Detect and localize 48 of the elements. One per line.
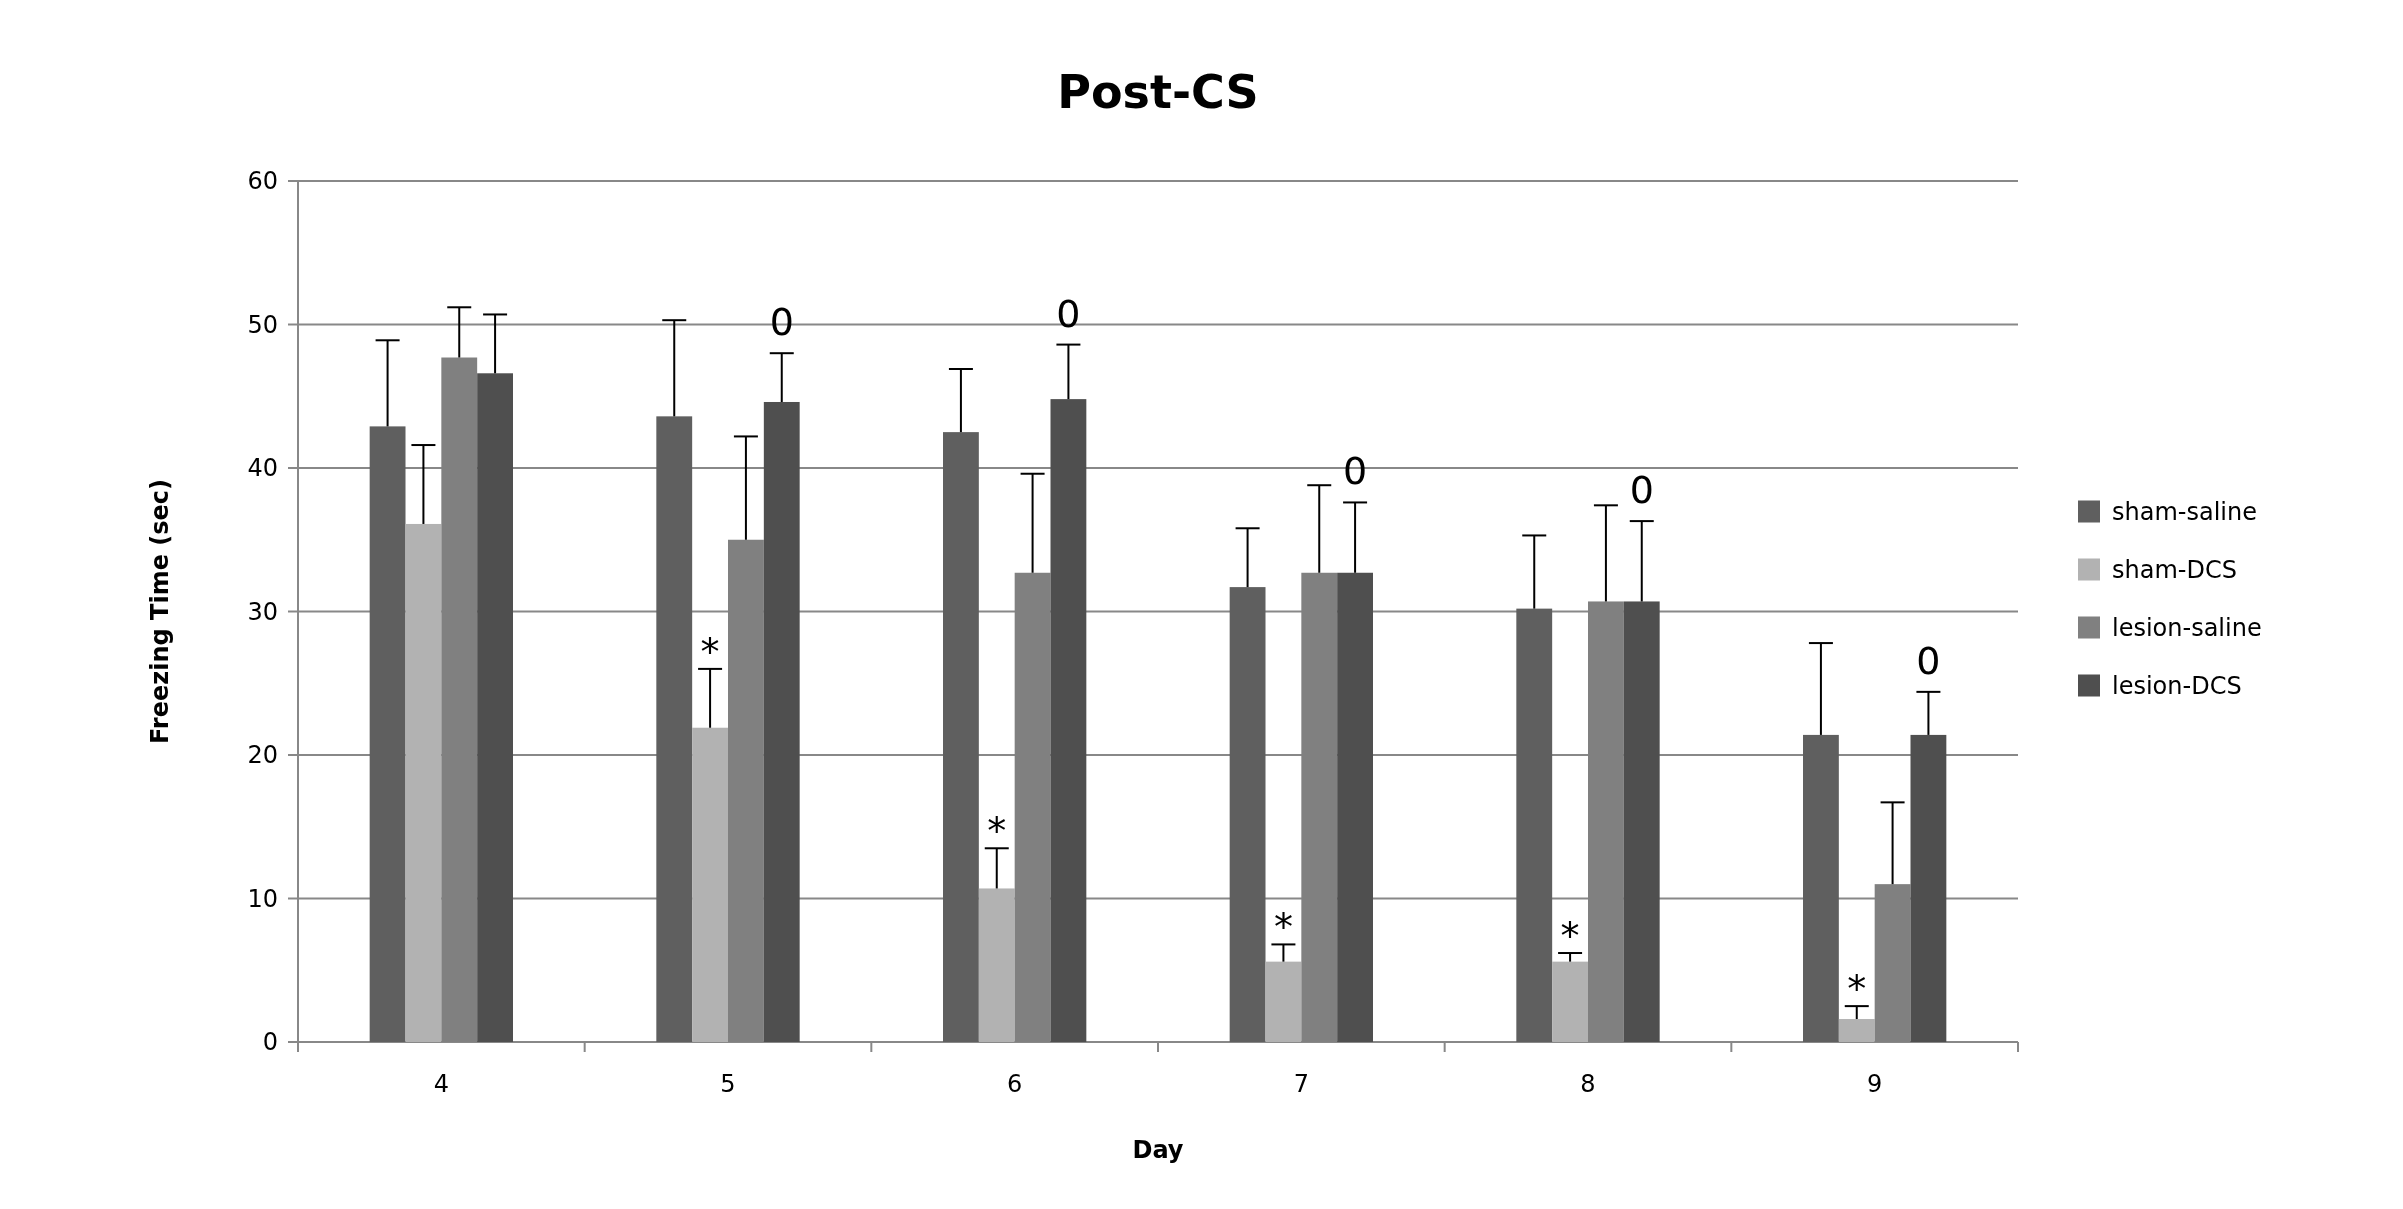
annotation: * xyxy=(1847,967,1867,1012)
legend-label: lesion-saline xyxy=(2112,613,2262,642)
y-tick-label: 0 xyxy=(262,1028,278,1057)
x-axis-title: Day xyxy=(1132,1136,1184,1164)
annotation: 0 xyxy=(1342,449,1368,494)
y-tick-label: 30 xyxy=(247,597,278,626)
x-tick-label: 7 xyxy=(1293,1070,1309,1098)
bar xyxy=(978,888,1015,1042)
bar xyxy=(405,523,442,1042)
x-tick-label: 4 xyxy=(433,1070,449,1098)
annotation: * xyxy=(700,629,720,674)
bar xyxy=(1050,399,1087,1042)
y-tick-label: 60 xyxy=(247,167,278,196)
x-tick-label: 5 xyxy=(720,1070,736,1098)
bar xyxy=(763,401,800,1042)
bar xyxy=(1265,961,1302,1042)
bar xyxy=(1623,601,1660,1042)
x-tick-label: 9 xyxy=(1867,1070,1883,1098)
y-tick-label: 50 xyxy=(247,310,278,339)
y-tick-label: 20 xyxy=(247,741,278,770)
bar xyxy=(1229,587,1266,1042)
bar xyxy=(943,432,979,1042)
bar xyxy=(656,416,693,1042)
bar xyxy=(692,727,728,1042)
annotation: * xyxy=(1560,914,1580,959)
x-tick-label: 6 xyxy=(1007,1070,1023,1098)
x-tick-label: 8 xyxy=(1580,1070,1596,1098)
annotation: * xyxy=(987,809,1007,854)
annotation: 0 xyxy=(769,300,794,345)
y-tick-label: 40 xyxy=(247,454,278,483)
bar xyxy=(477,373,513,1042)
y-axis-title: Freezing Time (sec) xyxy=(146,478,174,745)
annotation: * xyxy=(1273,905,1293,950)
bar xyxy=(1552,961,1588,1042)
bar xyxy=(1910,734,1947,1042)
annotation: 0 xyxy=(1056,291,1081,336)
bar xyxy=(1337,572,1373,1042)
bar xyxy=(1516,608,1553,1042)
y-tick-label: 10 xyxy=(247,884,278,913)
legend-label: lesion-DCS xyxy=(2112,671,2242,700)
legend-label: sham-saline xyxy=(2112,497,2257,526)
annotation: 0 xyxy=(1916,638,1941,683)
chart-title: Post-CS xyxy=(1057,65,1259,119)
annotation: 0 xyxy=(1629,468,1654,513)
bar xyxy=(369,426,406,1042)
bar xyxy=(1838,1019,1875,1042)
legend-label: sham-DCS xyxy=(2112,555,2237,584)
bar xyxy=(1803,734,1839,1042)
